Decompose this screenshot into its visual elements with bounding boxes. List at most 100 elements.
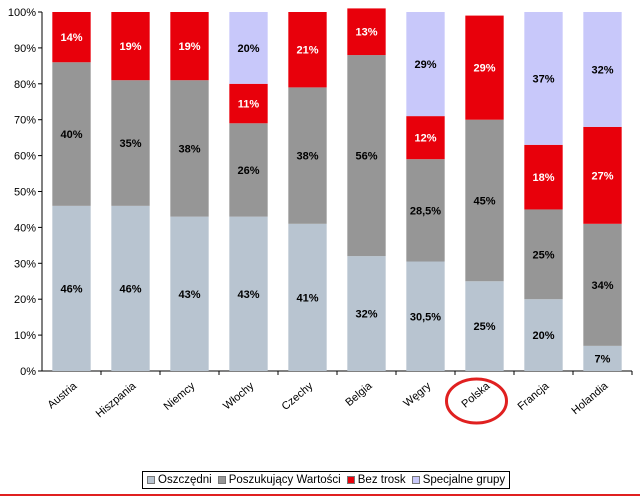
bar-oszczedni-niemcy [170, 216, 209, 371]
y-tick-label: 40% [14, 222, 36, 234]
data-label-poszukujacy-wartosci-francja: 25% [532, 249, 554, 261]
legend-label-specjalne-grupy: Specjalne grupy [422, 474, 506, 486]
legend: Oszczędni Poszukujący Wartości Bez trosk… [142, 471, 511, 489]
bar-poszukujacy-wartosci-holandia [583, 223, 622, 346]
footer-line [0, 494, 640, 496]
data-label-poszukujacy-wartosci-czechy: 38% [296, 151, 318, 163]
bar-bez-trosk-francja [524, 144, 563, 210]
data-label-oszczedni-belgia: 32% [355, 309, 377, 321]
data-label-poszukujacy-wartosci-austria: 40% [60, 129, 82, 141]
y-tick-label: 30% [14, 258, 36, 270]
bar-oszczedni-wlochy [229, 216, 268, 371]
legend-item-oszczedni: Oszczędni [147, 474, 212, 486]
bar-oszczedni-polska [465, 281, 504, 371]
data-label-oszczedni-niemcy: 43% [178, 289, 200, 301]
bar-poszukujacy-wartosci-austria [52, 62, 91, 206]
data-label-poszukujacy-wartosci-wlochy: 26% [237, 165, 259, 177]
legend-swatch-poszukujacy-wartosci [217, 476, 226, 484]
bar-oszczedni-hiszpania [111, 205, 150, 371]
bar-oszczedni-czechy [288, 223, 327, 371]
data-label-bez-trosk-hiszpania: 19% [119, 41, 141, 53]
y-tick-label: 90% [14, 43, 36, 55]
data-label-specjalne-grupy-wlochy: 20% [237, 43, 259, 55]
data-label-poszukujacy-wartosci-niemcy: 38% [178, 143, 200, 155]
x-tick-label-czechy: Czechy [280, 380, 316, 413]
x-tick-label-belgia: Belgia [343, 380, 375, 409]
data-label-specjalne-grupy-wegry: 29% [414, 59, 436, 71]
bar-specjalne-grupy-holandia [583, 12, 622, 127]
legend-label-poszukujacy-wartosci: Poszukujący Wartości [228, 474, 341, 486]
data-label-oszczedni-holandia: 7% [595, 353, 611, 365]
data-label-bez-trosk-polska: 29% [473, 63, 495, 75]
x-tick-label-wlochy: Włochy [221, 380, 257, 413]
y-tick-label: 50% [14, 187, 36, 199]
legend-item-bez-trosk: Bez trosk [346, 474, 406, 486]
bar-poszukujacy-wartosci-niemcy [170, 80, 209, 217]
highlight-circle [445, 377, 508, 425]
y-tick-label: 70% [14, 115, 36, 127]
bar-bez-trosk-wlochy [229, 83, 268, 124]
bar-bez-trosk-wegry [406, 116, 445, 160]
bar-poszukujacy-wartosci-francja [524, 209, 563, 300]
bar-bez-trosk-hiszpania [111, 12, 150, 81]
bar-poszukujacy-wartosci-wegry [406, 159, 445, 262]
bar-oszczedni-wegry [406, 261, 445, 371]
legend-item-specjalne-grupy: Specjalne grupy [411, 474, 506, 486]
bar-oszczedni-belgia [347, 256, 386, 371]
bar-poszukujacy-wartosci-hiszpania [111, 80, 150, 206]
y-tick-label: 10% [14, 330, 36, 342]
bar-specjalne-grupy-wegry [406, 12, 445, 117]
bar-bez-trosk-holandia [583, 126, 622, 224]
x-tick-label-austria: Austria [45, 380, 80, 412]
x-tick-label-holandia: Holandia [569, 380, 611, 418]
data-label-bez-trosk-niemcy: 19% [178, 41, 200, 53]
bar-specjalne-grupy-francja [524, 12, 563, 145]
legend-swatch-specjalne-grupy [411, 476, 420, 484]
y-tick-label: 20% [14, 294, 36, 306]
data-label-bez-trosk-wlochy: 11% [238, 99, 260, 111]
bar-bez-trosk-austria [52, 12, 91, 63]
y-tick-label: 100% [8, 7, 36, 19]
legend-label-oszczedni: Oszczędni [158, 474, 212, 486]
bar-poszukujacy-wartosci-wlochy [229, 123, 268, 217]
stacked-bar-chart: 0% 10% 20% 30% 40% 50% 60% 70% 80% 90% 100% 46% 40% 1… [8, 7, 633, 425]
legend-item-poszukujacy-wartosci: Poszukujący Wartości [217, 474, 341, 486]
y-tick-label: 80% [14, 79, 36, 91]
bar-oszczedni-austria [52, 205, 91, 371]
data-label-oszczedni-hiszpania: 46% [119, 283, 141, 295]
data-label-poszukujacy-wartosci-wegry: 28,5% [410, 205, 441, 217]
data-label-bez-trosk-belgia: 13% [355, 27, 377, 39]
bar-poszukujacy-wartosci-polska [465, 119, 504, 282]
data-label-specjalne-grupy-holandia: 32% [591, 64, 613, 76]
data-label-poszukujacy-wartosci-holandia: 34% [591, 280, 613, 292]
y-tick-label: 0% [20, 366, 36, 378]
data-label-specjalne-grupy-francja: 37% [532, 73, 554, 85]
data-label-poszukujacy-wartosci-hiszpania: 35% [119, 138, 141, 150]
bar-poszukujacy-wartosci-czechy [288, 87, 327, 224]
data-label-poszukujacy-wartosci-polska: 45% [473, 195, 495, 207]
x-tick-label-wegry: Węgry [401, 380, 433, 410]
bar-bez-trosk-czechy [288, 12, 327, 88]
data-label-bez-trosk-francja: 18% [532, 172, 554, 184]
data-label-oszczedni-francja: 20% [532, 330, 554, 342]
x-tick-label-hiszpania: Hiszpania [94, 380, 139, 421]
x-tick-label-niemcy: Niemcy [162, 380, 198, 413]
data-label-poszukujacy-wartosci-belgia: 56% [355, 151, 377, 163]
x-tick-label-polska: Polska [459, 380, 493, 411]
data-label-oszczedni-austria: 46% [60, 283, 82, 295]
legend-swatch-oszczedni [147, 476, 155, 484]
bar-oszczedni-holandia [583, 345, 622, 371]
bar-bez-trosk-niemcy [170, 12, 209, 81]
legend-label-bez-trosk: Bez trosk [357, 474, 406, 486]
data-label-oszczedni-polska: 25% [473, 321, 495, 333]
x-tick-label-francja: Francja [516, 380, 552, 413]
data-label-bez-trosk-austria: 14% [60, 32, 82, 44]
data-label-bez-trosk-czechy: 21% [296, 45, 318, 57]
bar-specjalne-grupy-wlochy [229, 12, 268, 84]
data-label-oszczedni-wlochy: 43% [237, 289, 259, 301]
bar-poszukujacy-wartosci-belgia [347, 55, 386, 257]
data-label-bez-trosk-holandia: 27% [591, 170, 613, 182]
legend-swatch-bez-trosk [346, 476, 355, 484]
data-label-oszczedni-czechy: 41% [296, 292, 318, 304]
bar-bez-trosk-belgia [347, 8, 386, 56]
